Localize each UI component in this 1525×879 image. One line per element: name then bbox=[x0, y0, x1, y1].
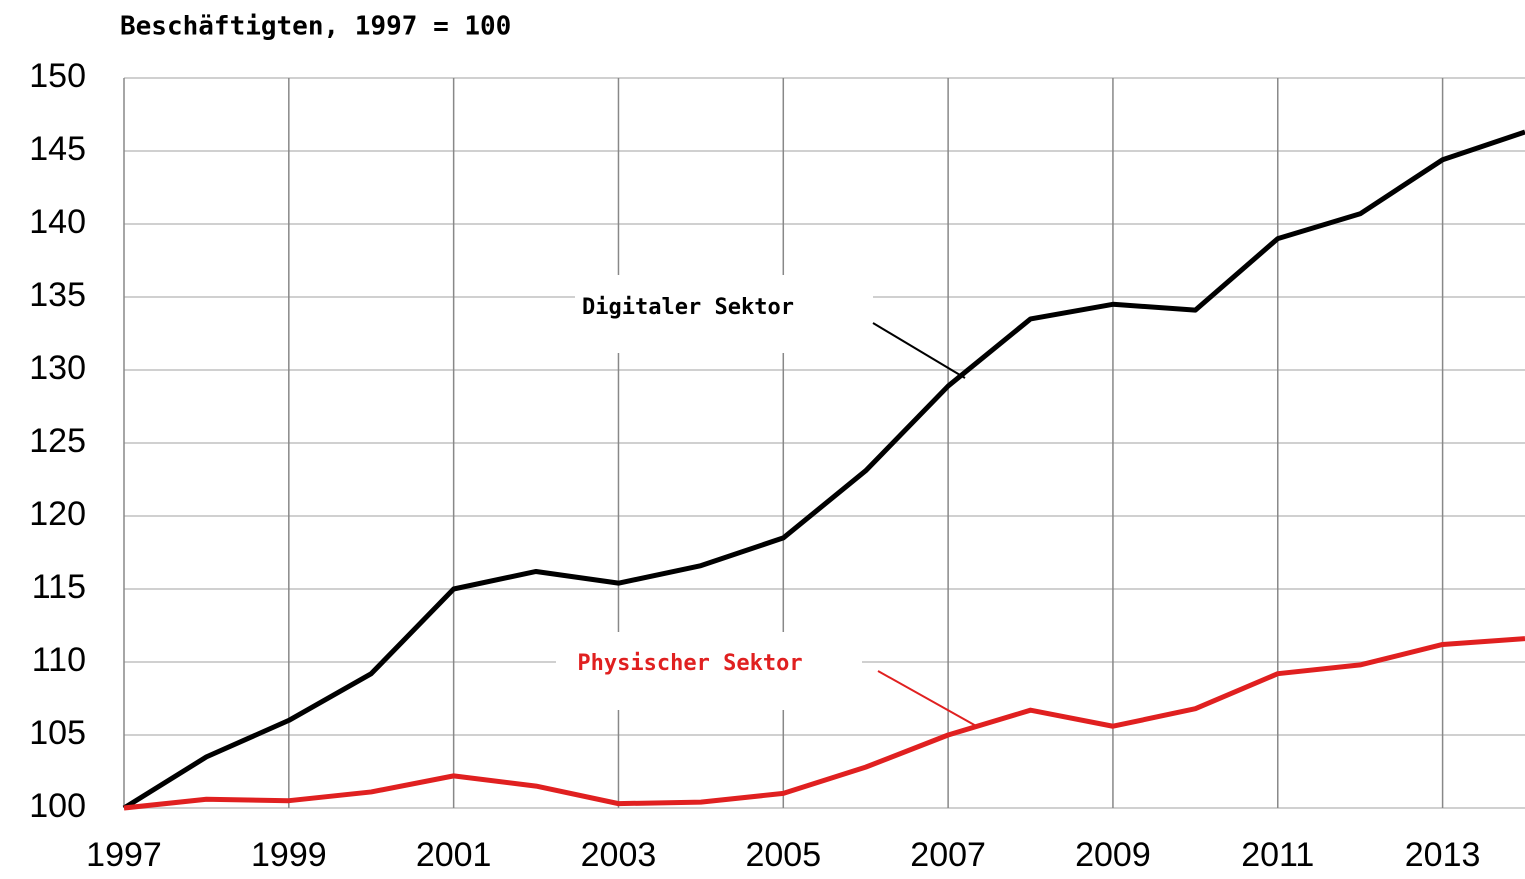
y-tick-label: 115 bbox=[32, 568, 86, 606]
y-tick-label: 105 bbox=[29, 714, 86, 752]
annotation-box bbox=[556, 632, 862, 710]
x-tick-label: 2009 bbox=[1075, 836, 1151, 874]
y-tick-label: 145 bbox=[29, 130, 86, 168]
series-line bbox=[122, 129, 1525, 811]
y-tick-label: 130 bbox=[29, 349, 86, 387]
y-tick-label: 100 bbox=[29, 787, 86, 825]
x-tick-label: 2011 bbox=[1241, 836, 1314, 874]
x-tick-label: 2005 bbox=[745, 836, 821, 874]
annotation-leader bbox=[872, 322, 966, 379]
x-tick-label: 1997 bbox=[86, 836, 162, 874]
y-tick-label: 135 bbox=[29, 276, 86, 314]
x-tick-label: 2003 bbox=[581, 836, 657, 874]
annotation-label: Physischer Sektor bbox=[577, 651, 802, 676]
x-tick-label: 1999 bbox=[251, 836, 327, 874]
y-tick-label: 125 bbox=[29, 422, 86, 460]
y-tick-label: 110 bbox=[32, 641, 86, 679]
chart-title: Beschäftigten, 1997 = 100 bbox=[120, 12, 511, 42]
y-tick-label: 150 bbox=[29, 57, 86, 95]
y-tick-label: 140 bbox=[29, 203, 86, 241]
x-tick-label: 2001 bbox=[416, 836, 492, 874]
series-line bbox=[123, 636, 1525, 811]
annotation-leader bbox=[877, 670, 979, 728]
y-tick-label: 120 bbox=[29, 495, 86, 533]
annotation-box bbox=[575, 275, 873, 353]
annotation-label: Digitaler Sektor bbox=[582, 295, 794, 320]
x-tick-label: 2007 bbox=[910, 836, 986, 874]
x-tick-label: 2013 bbox=[1405, 836, 1481, 874]
